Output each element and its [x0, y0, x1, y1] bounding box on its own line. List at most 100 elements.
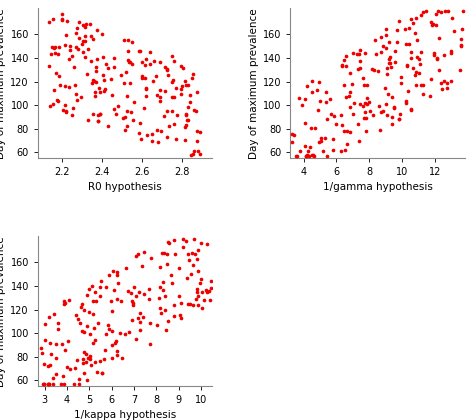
Point: [181, 124, 189, 131]
Point: [413, 37, 421, 44]
Point: [359, 75, 367, 82]
Point: [289, 139, 296, 145]
Point: [346, 89, 354, 95]
Point: [47, 51, 55, 58]
Point: [427, 76, 434, 82]
Point: [362, 128, 370, 135]
Point: [120, 37, 128, 43]
Point: [83, 377, 91, 383]
Point: [75, 375, 82, 382]
Point: [187, 152, 195, 159]
Point: [89, 36, 97, 42]
Point: [310, 152, 317, 158]
Point: [343, 141, 351, 147]
Point: [158, 249, 166, 256]
Point: [192, 108, 200, 115]
Point: [66, 47, 74, 53]
Point: [46, 362, 54, 369]
Point: [115, 279, 122, 286]
Point: [55, 72, 63, 79]
Point: [184, 301, 192, 308]
Point: [123, 107, 130, 114]
Point: [109, 92, 116, 98]
Point: [133, 336, 140, 343]
Point: [163, 66, 171, 73]
Point: [382, 84, 389, 91]
Point: [184, 104, 191, 110]
Point: [40, 360, 47, 367]
Point: [309, 78, 316, 85]
Point: [191, 236, 198, 242]
Point: [410, 20, 417, 26]
Point: [315, 79, 323, 85]
Point: [204, 289, 211, 296]
Point: [140, 105, 148, 111]
Point: [194, 268, 202, 274]
Point: [93, 26, 101, 33]
Y-axis label: Day of maximum prevalence: Day of maximum prevalence: [249, 8, 259, 159]
Point: [52, 70, 60, 76]
Point: [377, 108, 385, 115]
Point: [383, 111, 391, 118]
Point: [401, 26, 409, 32]
Point: [53, 97, 61, 104]
Point: [197, 276, 205, 282]
Point: [337, 112, 345, 119]
Point: [88, 362, 95, 368]
Point: [397, 79, 405, 86]
Point: [140, 291, 148, 298]
Point: [153, 73, 160, 79]
Point: [98, 370, 106, 376]
Point: [191, 147, 198, 154]
Point: [198, 304, 206, 311]
Point: [340, 81, 347, 88]
Point: [91, 336, 99, 343]
Point: [142, 86, 150, 93]
Point: [148, 138, 155, 144]
Point: [385, 38, 392, 45]
Point: [61, 299, 69, 306]
Point: [163, 133, 171, 140]
Point: [140, 248, 147, 255]
Point: [192, 296, 200, 303]
Point: [146, 286, 153, 292]
Point: [38, 350, 46, 357]
Point: [437, 79, 445, 86]
Point: [117, 71, 125, 78]
Point: [57, 381, 65, 387]
Point: [391, 59, 399, 66]
Point: [340, 56, 347, 63]
Point: [371, 37, 378, 44]
Point: [84, 116, 91, 123]
Point: [50, 311, 58, 318]
Point: [52, 341, 60, 348]
Point: [350, 100, 357, 106]
Point: [392, 48, 399, 55]
Point: [86, 21, 93, 28]
Point: [82, 351, 90, 358]
Point: [90, 325, 98, 332]
Point: [393, 39, 401, 45]
Point: [100, 54, 107, 61]
Point: [120, 79, 128, 86]
Point: [122, 68, 130, 75]
Point: [348, 81, 356, 88]
Point: [58, 16, 65, 23]
Point: [182, 137, 189, 144]
Point: [355, 137, 363, 144]
X-axis label: 1/gamma hypothesis: 1/gamma hypothesis: [322, 181, 432, 192]
Point: [419, 9, 427, 16]
Point: [419, 90, 427, 97]
Point: [100, 355, 108, 362]
Point: [168, 279, 175, 286]
Point: [132, 252, 139, 259]
Point: [408, 55, 415, 61]
Point: [146, 341, 154, 347]
Point: [327, 96, 334, 103]
Point: [59, 107, 67, 113]
Point: [92, 79, 100, 85]
Point: [168, 78, 175, 85]
Point: [156, 284, 164, 291]
Point: [179, 243, 187, 250]
Point: [91, 77, 98, 84]
